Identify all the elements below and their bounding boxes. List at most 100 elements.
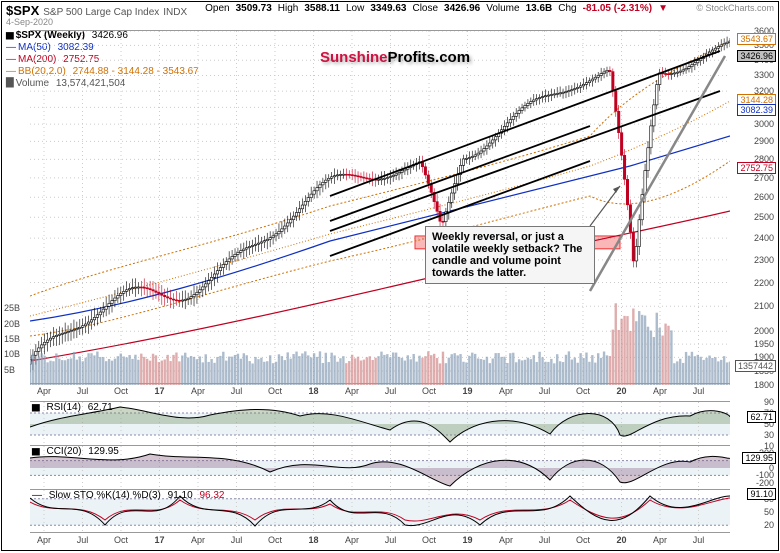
y-tick-right: 2100 xyxy=(754,301,774,311)
x-tick: Jul xyxy=(231,386,243,396)
x-tick: Jul xyxy=(539,386,551,396)
y-tick-right: 2300 xyxy=(754,255,774,265)
x-tick: Oct xyxy=(268,386,282,396)
main-chart-svg xyxy=(30,31,730,385)
x-tick: Oct xyxy=(268,535,282,545)
annotation-box: Weekly reversal, or just a volatile week… xyxy=(425,226,595,284)
legend-sto: — Slow STO %K(14) %D(3) 91.10 96.32 xyxy=(32,490,224,502)
ticker-type: INDX xyxy=(163,7,187,18)
x-tick: 18 xyxy=(308,386,318,396)
x-tick: Apr xyxy=(653,535,667,545)
x-tick: Apr xyxy=(37,386,51,396)
x-tick: Apr xyxy=(191,535,205,545)
main-price-panel: SunshineProfits.com Weekly reversal, or … xyxy=(30,30,730,384)
legend-sto-label: Slow STO %K(14) %D(3) xyxy=(49,490,161,502)
chart-frame: $SPX S&P 500 Large Cap Index INDX Open 35… xyxy=(1,1,779,551)
x-tick: Oct xyxy=(114,386,128,396)
rsi-svg xyxy=(30,402,730,446)
legend-sto-d: 96.32 xyxy=(199,490,224,502)
rsi-panel: ▅ RSI(14) 62.71 907050301062.71 xyxy=(30,401,730,445)
x-tick: 17 xyxy=(154,386,164,396)
x-tick: Oct xyxy=(576,386,590,396)
y-tick-vol: 10B xyxy=(4,349,20,359)
chart-date: 4-Sep-2020 xyxy=(6,17,53,27)
high-val: 3588.11 xyxy=(304,3,340,14)
y-tick-right: 1950 xyxy=(754,339,774,349)
ohlc-row: Open3509.73 High3588.11 Low3349.63 Close… xyxy=(205,3,668,14)
sto-panel: — Slow STO %K(14) %D(3) 91.10 96.32 8050… xyxy=(30,489,730,533)
x-tick: Jul xyxy=(693,386,705,396)
value-tag: 91.10 xyxy=(747,488,776,500)
ticker-symbol: $SPX xyxy=(6,3,39,18)
x-tick: Oct xyxy=(114,535,128,545)
watermark-1: Sunshine xyxy=(320,49,388,66)
watermark-2: Profits.com xyxy=(388,49,471,66)
legend-sto-k: 91.10 xyxy=(168,490,193,502)
y-tick-vol: 20B xyxy=(4,319,20,329)
chg-val: -81.05 (-2.31%) xyxy=(583,3,652,14)
value-tag: 3426.96 xyxy=(737,50,776,62)
chg-arrow-icon: ▼ xyxy=(658,3,668,14)
x-tick: Oct xyxy=(422,535,436,545)
open-val: 3509.73 xyxy=(236,3,272,14)
y-tick: 20 xyxy=(764,520,774,530)
x-tick: 20 xyxy=(616,386,626,396)
x-tick: Oct xyxy=(422,386,436,396)
y-tick-right: 2600 xyxy=(754,192,774,202)
y-tick-right: 2500 xyxy=(754,212,774,222)
legend-cci-val: 129.95 xyxy=(88,446,119,458)
header-left: $SPX S&P 500 Large Cap Index INDX xyxy=(6,3,187,18)
vol-val: 13.6B xyxy=(526,3,553,14)
x-tick: Apr xyxy=(653,386,667,396)
y-tick-vol: 5B xyxy=(4,365,15,375)
legend-rsi-val: 62.71 xyxy=(88,402,113,414)
y-tick-right: 2900 xyxy=(754,136,774,146)
x-tick: 17 xyxy=(154,535,164,545)
x-tick: 19 xyxy=(462,386,472,396)
cci-svg xyxy=(30,446,730,490)
open-label: Open xyxy=(205,3,229,14)
y-tick-right: 1800 xyxy=(754,380,774,390)
x-tick: Jul xyxy=(539,535,551,545)
x-tick: Jul xyxy=(77,535,89,545)
value-tag: 3543.67 xyxy=(737,33,776,45)
y-tick-vol: 15B xyxy=(4,334,20,344)
ticker-name: S&P 500 Large Cap Index xyxy=(43,7,159,18)
y-tick: -200 xyxy=(756,478,774,488)
legend-rsi: ▅ RSI(14) 62.71 xyxy=(32,402,113,414)
close-val: 3426.96 xyxy=(444,3,480,14)
value-tag: 3082.39 xyxy=(737,104,776,116)
x-tick: 19 xyxy=(462,535,472,545)
y-tick-right: 2400 xyxy=(754,233,774,243)
watermark: SunshineProfits.com xyxy=(320,49,470,66)
x-tick: Apr xyxy=(499,535,513,545)
y-tick-vol: 25B xyxy=(4,303,20,313)
y-tick-right: 2700 xyxy=(754,173,774,183)
x-tick: Apr xyxy=(499,386,513,396)
value-tag: 1357442 xyxy=(735,360,776,372)
y-tick-right: 2000 xyxy=(754,326,774,336)
x-tick: Apr xyxy=(191,386,205,396)
x-tick: Jul xyxy=(231,535,243,545)
low-label: Low xyxy=(346,3,364,14)
value-tag: 2752.75 xyxy=(737,162,776,174)
x-tick: Oct xyxy=(576,535,590,545)
x-tick: Jul xyxy=(385,535,397,545)
y-tick-right: 3000 xyxy=(754,119,774,129)
x-tick: Jul xyxy=(77,386,89,396)
x-tick: Apr xyxy=(345,535,359,545)
chg-label: Chg xyxy=(558,3,576,14)
y-tick-right: 3300 xyxy=(754,70,774,80)
x-tick: Jul xyxy=(693,535,705,545)
y-tick-right: 2200 xyxy=(754,278,774,288)
attribution: © StockCharts.com xyxy=(696,3,774,13)
close-label: Close xyxy=(412,3,438,14)
x-tick: Apr xyxy=(37,535,51,545)
y-tick: 50 xyxy=(764,507,774,517)
legend-cci: ▅ CCI(20) 129.95 xyxy=(32,446,119,458)
legend-cci-label: CCI(20) xyxy=(46,446,81,458)
low-val: 3349.63 xyxy=(370,3,406,14)
y-tick: 90 xyxy=(764,397,774,407)
x-tick: 18 xyxy=(308,535,318,545)
vol-label: Volume xyxy=(486,3,519,14)
